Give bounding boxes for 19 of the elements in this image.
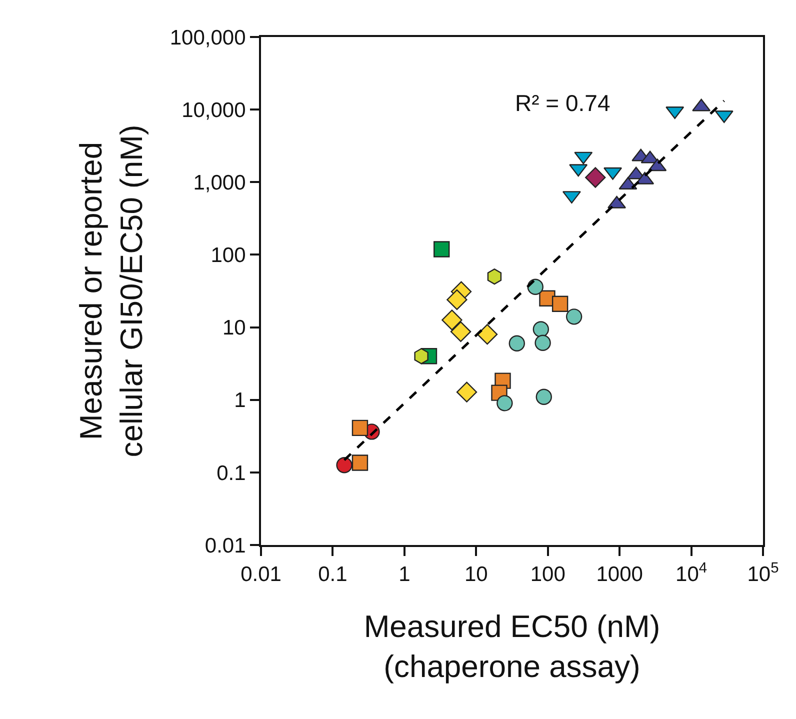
x-tick-label: 10$^{4}$ — [676, 560, 708, 586]
y-tick-label: 1 — [234, 389, 246, 412]
x-tick-label: 1000 — [596, 563, 643, 586]
x-axis-title: Measured EC50 (nM) (chaperone assay) — [364, 608, 660, 684]
y-tick-label: 100 — [210, 244, 246, 268]
y-tick-label: 0.01 — [204, 534, 246, 558]
x-tick-label: 100 — [530, 563, 566, 586]
y-tick-label: 10 — [222, 316, 246, 340]
y-tick-label: 100,000 — [170, 26, 246, 50]
x-tick-label: 0.1 — [318, 563, 348, 586]
y-tick-label: 0.1 — [216, 462, 246, 485]
x-tick-label: 1 — [398, 563, 410, 586]
x-tick-label: 10$^{5}$ — [747, 560, 779, 586]
y-tick-label: 10,000 — [182, 98, 246, 122]
y-tick-label: 1,000 — [193, 171, 246, 194]
annotation: R² = 0.74 — [515, 90, 610, 116]
x-tick-label: 10 — [464, 563, 488, 586]
x-tick-label: 0.01 — [240, 563, 282, 586]
y-axis-title: Measured or reported cellular GI50/EC50 (nM) — [74, 124, 150, 458]
